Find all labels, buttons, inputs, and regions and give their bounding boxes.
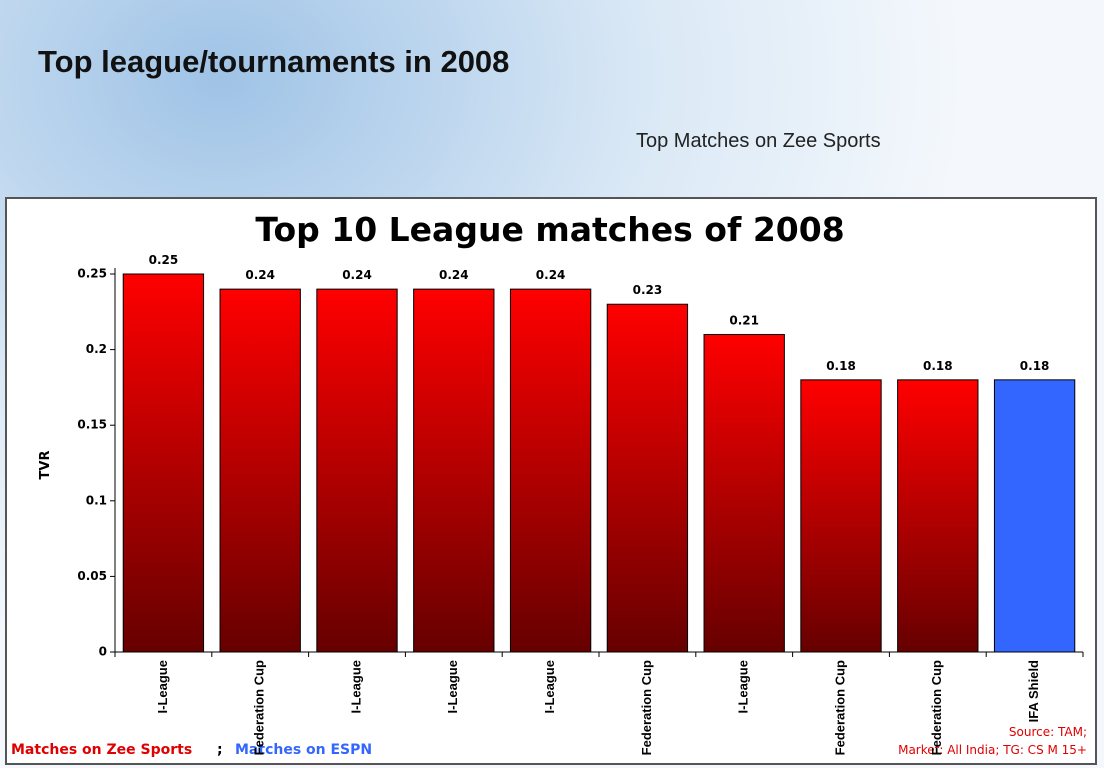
slide-subtitle: Top Matches on Zee Sports	[636, 130, 881, 152]
value-label: 0.24	[342, 268, 372, 282]
x-tick-label: I-League	[348, 660, 363, 713]
y-tick-label: 0.15	[77, 418, 107, 432]
bar	[122, 273, 205, 653]
x-tick-label: I-League	[542, 660, 557, 713]
chart-title: Top 10 League matches of 2008	[255, 210, 844, 249]
value-label: 0.23	[633, 283, 663, 297]
y-tick-label: 0.2	[86, 342, 107, 356]
bar	[316, 288, 398, 653]
bar	[219, 288, 301, 653]
bar	[509, 288, 592, 653]
bar	[897, 379, 979, 653]
x-tick-label: Federation Cup	[832, 660, 847, 755]
bar	[703, 333, 785, 653]
value-label: 0.24	[245, 268, 275, 282]
y-tick-label: 0	[99, 645, 107, 659]
value-label: 0.24	[536, 268, 566, 282]
value-label: 0.18	[1020, 359, 1050, 373]
bar	[993, 379, 1076, 653]
y-axis-label: TVR	[38, 451, 53, 480]
x-tick-label: IFA Shield	[1026, 660, 1041, 722]
x-tick-label: I-League	[736, 660, 751, 713]
slide-title: Top league/tournaments in 2008	[38, 44, 510, 79]
bar	[800, 379, 882, 653]
chart: Top 10 League matches of 2008 TVR Matche…	[5, 197, 1097, 765]
value-label: 0.18	[923, 359, 953, 373]
value-label: 0.24	[439, 268, 469, 282]
x-tick-label: Federation Cup	[252, 660, 267, 755]
x-tick-label: I-League	[445, 660, 460, 713]
legend-espn: Matches on ESPN	[235, 742, 372, 758]
legend-zee: Matches on Zee Sports	[11, 742, 192, 758]
legend-separator: ;	[217, 742, 223, 758]
y-tick-label: 0.1	[86, 493, 107, 507]
value-label: 0.25	[149, 253, 179, 267]
y-tick-label: 0.25	[77, 267, 107, 281]
value-label: 0.21	[729, 313, 759, 327]
y-tick-label: 0.05	[77, 569, 107, 583]
x-tick-label: I-League	[155, 660, 170, 713]
x-tick-label: Federation Cup	[929, 660, 944, 755]
x-tick-label: Federation Cup	[639, 660, 654, 755]
source-note: Source: TAM;	[1009, 725, 1087, 739]
market-note: Market: All India; TG: CS M 15+	[898, 743, 1087, 757]
bar	[413, 288, 495, 653]
bar	[606, 303, 689, 653]
value-label: 0.18	[826, 359, 856, 373]
